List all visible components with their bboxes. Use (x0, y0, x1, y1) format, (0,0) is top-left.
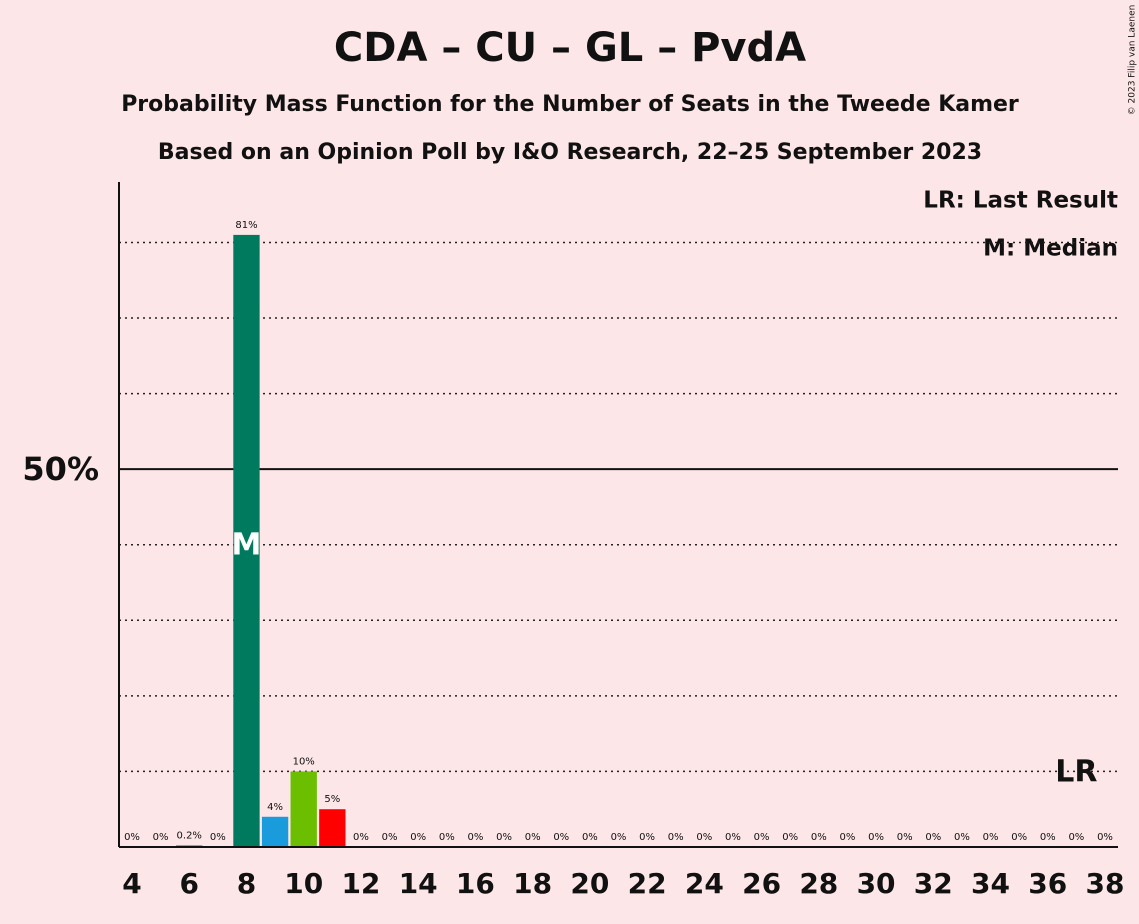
bar (290, 771, 317, 847)
x-tick-label: 28 (799, 867, 838, 900)
value-label: 0% (496, 832, 512, 843)
x-tick-label: 30 (857, 867, 896, 900)
value-label: 0% (153, 832, 169, 843)
value-label: 0% (782, 832, 798, 843)
value-label: 0% (954, 832, 970, 843)
x-tick-label: 12 (341, 867, 380, 900)
x-tick-label: 18 (513, 867, 552, 900)
bar (319, 809, 346, 847)
value-label: 0% (840, 832, 856, 843)
chart-title: CDA – CU – GL – PvdA (334, 25, 806, 71)
chart-subtitle: Probability Mass Function for the Number… (121, 92, 1019, 117)
value-label: 0% (1040, 832, 1056, 843)
value-label: 0% (668, 832, 684, 843)
x-tick-label: 6 (179, 867, 198, 900)
x-tick-label: 36 (1028, 867, 1067, 900)
value-label: 10% (293, 756, 315, 767)
x-tick-label: 10 (284, 867, 323, 900)
value-label: 0% (1011, 832, 1027, 843)
value-label: 0% (410, 832, 426, 843)
x-tick-label: 24 (685, 867, 724, 900)
value-label: 0% (639, 832, 655, 843)
value-label: 0% (868, 832, 884, 843)
copyright: © 2023 Filip van Laenen (1128, 5, 1138, 116)
value-label: 0% (382, 832, 398, 843)
x-tick-label: 4 (122, 867, 141, 900)
value-label: 0% (467, 832, 483, 843)
value-label: 0% (553, 832, 569, 843)
value-label: 81% (235, 220, 257, 231)
bar (261, 816, 289, 847)
x-tick-label: 32 (914, 867, 953, 900)
value-label: 0% (1068, 832, 1084, 843)
value-label: 0% (525, 832, 541, 843)
value-label: 0% (124, 832, 140, 843)
value-label: 0% (353, 832, 369, 843)
value-label: 0% (754, 832, 770, 843)
x-tick-label: 8 (237, 867, 256, 900)
value-label: 0% (210, 832, 226, 843)
value-label: 0.2% (177, 830, 202, 841)
x-tick-label: 26 (742, 867, 781, 900)
chart-subtitle: Based on an Opinion Poll by I&O Research… (158, 140, 982, 165)
legend-entry: M: Median (983, 236, 1118, 262)
value-label: 0% (696, 832, 712, 843)
x-tick-label: 22 (628, 867, 667, 900)
value-label: 0% (439, 832, 455, 843)
value-label: 0% (725, 832, 741, 843)
value-label: 0% (1097, 832, 1113, 843)
value-label: 0% (582, 832, 598, 843)
value-label: 0% (983, 832, 999, 843)
x-tick-label: 34 (971, 867, 1010, 900)
value-label: 0% (925, 832, 941, 843)
last-result-marker: LR (1055, 755, 1097, 790)
median-marker: M (232, 528, 262, 563)
value-label: 0% (811, 832, 827, 843)
x-tick-label: 38 (1086, 867, 1125, 900)
x-tick-label: 14 (399, 867, 438, 900)
value-label: 4% (267, 802, 283, 813)
x-tick-label: 20 (570, 867, 609, 900)
value-label: 0% (897, 832, 913, 843)
legend-entry: LR: Last Result (923, 188, 1118, 214)
value-label: 0% (611, 832, 627, 843)
value-label: 5% (324, 794, 340, 805)
bar (233, 234, 260, 848)
y-tick-label: 50% (22, 450, 99, 488)
x-tick-label: 16 (456, 867, 495, 900)
